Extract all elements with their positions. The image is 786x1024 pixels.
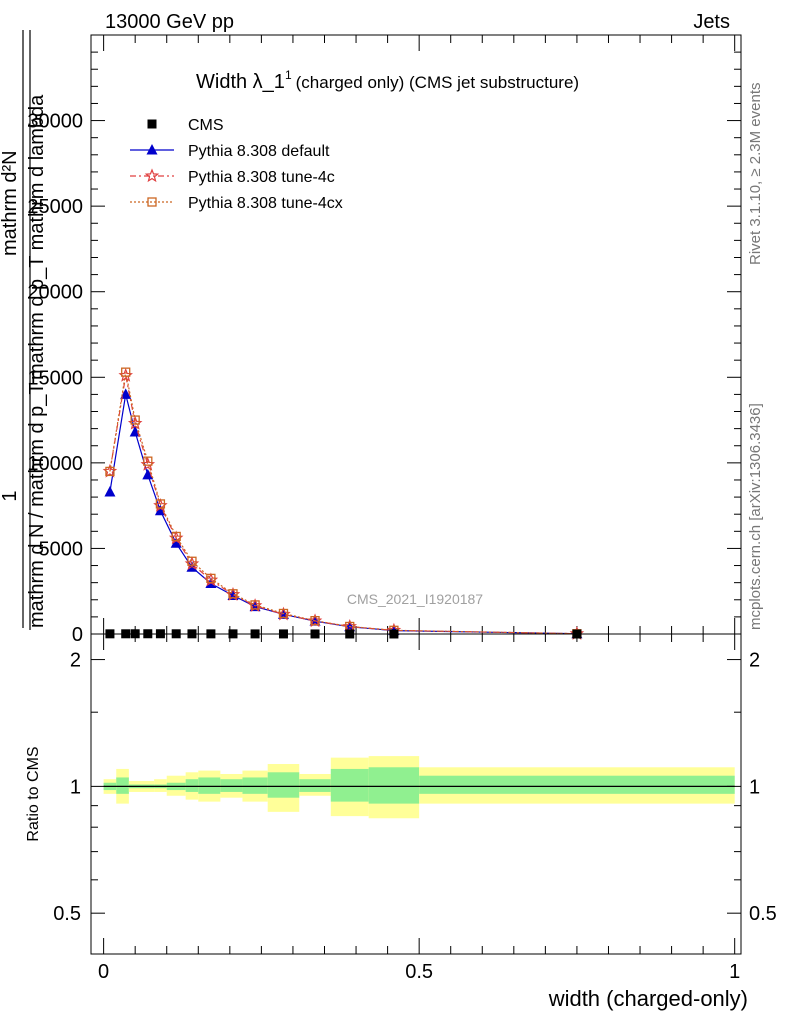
ratio-ytick-label-0: 0.5 bbox=[53, 903, 81, 925]
data-point-1-5 bbox=[170, 537, 182, 548]
data-point-1-1 bbox=[120, 388, 132, 399]
main-series bbox=[102, 367, 585, 640]
ratio-xtick-label-1: 0.5 bbox=[405, 961, 433, 983]
ratio-x-axis: 0 0.5 1 bbox=[98, 634, 740, 983]
ylabel-numerator: mathrm d²N bbox=[0, 150, 21, 256]
data-point-3-11 bbox=[310, 616, 320, 626]
title-rest: (charged only) (CMS jet substructure) bbox=[296, 73, 579, 92]
main-ytick-label-6: 30000 bbox=[27, 111, 83, 133]
data-point-3-2 bbox=[130, 415, 140, 425]
ratio-y-axis: 0.5 0.5 1 1 2 2 bbox=[53, 650, 777, 926]
data-point-3-6 bbox=[187, 556, 197, 566]
main-ytick-label-3: 15000 bbox=[27, 367, 83, 389]
stat-uncertainty-band bbox=[116, 777, 129, 794]
legend-marker-0 bbox=[147, 119, 157, 129]
analysis-watermark: CMS_2021_I1920187 bbox=[347, 591, 483, 607]
data-point-1-3 bbox=[142, 468, 154, 480]
stat-uncertainty-band bbox=[419, 775, 735, 794]
series-line-2 bbox=[109, 375, 577, 635]
rivet-version-label: Rivet 3.1.10, ≥ 2.3M events bbox=[747, 83, 764, 266]
data-point-3-4 bbox=[155, 499, 166, 509]
title-superscript: 1 bbox=[285, 68, 292, 82]
legend-item-1: Pythia 8.308 default bbox=[130, 143, 330, 160]
legend-item-0: CMS bbox=[147, 117, 224, 134]
ratio-panel: 0.5 0.51 12 2 0 0.5 1 Ratio to CMS width (cha… bbox=[25, 633, 777, 1011]
main-ytick-label-4: 20000 bbox=[27, 282, 83, 304]
x-axis-label: width (charged-only) bbox=[548, 986, 748, 1011]
main-ytick-label-1: 5000 bbox=[39, 538, 84, 560]
series-1 bbox=[104, 388, 583, 639]
data-point-3-9 bbox=[250, 600, 260, 610]
legend-label-3: Pythia 8.308 tune-4cx bbox=[188, 195, 343, 212]
ratio-frame bbox=[90, 633, 742, 955]
stat-uncertainty-band bbox=[299, 779, 331, 792]
main-ytick-label-2: 10000 bbox=[27, 453, 83, 475]
series-line-3 bbox=[109, 372, 577, 635]
mcplots-label: mcplots.cern.ch [arXiv:1306.3436] bbox=[747, 403, 764, 630]
legend-marker-3 bbox=[147, 197, 157, 207]
stat-uncertainty-band bbox=[242, 777, 268, 794]
ratio-ytick-label-2: 2 bbox=[70, 650, 81, 672]
stat-uncertainty-band bbox=[220, 779, 243, 792]
main-y-label: 1 mathrm d N / mathrm d p_T mathrm d²N m… bbox=[0, 30, 48, 630]
data-point-3-7 bbox=[206, 573, 216, 584]
legend-marker-2 bbox=[144, 168, 160, 183]
legend-label-2: Pythia 8.308 tune-4c bbox=[188, 169, 335, 186]
series-line-1 bbox=[109, 394, 577, 635]
legend: CMS Pythia 8.308 default Pythia 8.308 tune… bbox=[130, 117, 343, 212]
ratio-xtick-label-0: 0 bbox=[98, 961, 109, 983]
data-point-3-0 bbox=[105, 466, 115, 477]
stat-uncertainty-band bbox=[368, 767, 420, 804]
ratio-xtick-label-2: 1 bbox=[729, 961, 740, 983]
ylabel-one: 1 bbox=[0, 490, 21, 501]
legend-marker-1 bbox=[146, 144, 158, 155]
legend-item-2: Pythia 8.308 tune-4c bbox=[130, 168, 335, 186]
ratio-ytick-label-1: 1 bbox=[70, 776, 81, 798]
title-main: Width λ_1 bbox=[196, 71, 285, 93]
stat-uncertainty-band bbox=[330, 768, 369, 802]
ratio-bands bbox=[103, 756, 735, 819]
plot-title: Width λ_11 (charged only) (CMS jet substr… bbox=[196, 68, 579, 93]
ylabel-numerator-2: mathrm d p_T mathrm d lambda bbox=[26, 94, 48, 380]
series-3 bbox=[105, 367, 582, 639]
main-ytick-label-5: 25000 bbox=[27, 196, 83, 218]
data-point-1-0 bbox=[104, 485, 116, 497]
data-point-3-5 bbox=[171, 531, 181, 542]
main-panel: 0 5000 10000 15000 20000 25000 30000 Width λ_1… bbox=[0, 30, 742, 646]
legend-item-3: Pythia 8.308 tune-4cx bbox=[130, 195, 343, 212]
stat-uncertainty-band bbox=[267, 772, 300, 798]
header-left: 13000 GeV pp bbox=[105, 11, 234, 33]
data-point-3-3 bbox=[143, 456, 153, 466]
ratio-ytick-label-right-1: 1 bbox=[749, 776, 760, 798]
header-right: Jets bbox=[693, 11, 730, 33]
legend-label-1: Pythia 8.308 default bbox=[188, 143, 330, 160]
series-2 bbox=[102, 367, 585, 640]
data-point-3-8 bbox=[228, 589, 238, 599]
data-point-3-1 bbox=[121, 367, 131, 377]
stat-uncertainty-band bbox=[198, 777, 221, 794]
legend-label-0: CMS bbox=[188, 117, 224, 134]
main-ytick-label-0: 0 bbox=[72, 624, 83, 646]
ylabel-denominator: mathrm d N / mathrm d p_T bbox=[26, 382, 48, 628]
ratio-ytick-label-right-2: 2 bbox=[749, 650, 760, 672]
stat-uncertainty-band bbox=[185, 779, 199, 792]
main-y-axis: 0 5000 10000 15000 20000 25000 30000 bbox=[27, 51, 741, 646]
ratio-y-label: Ratio to CMS bbox=[25, 746, 42, 841]
data-point-3-10 bbox=[278, 608, 289, 619]
ratio-ytick-label-right-0: 0.5 bbox=[749, 903, 777, 925]
